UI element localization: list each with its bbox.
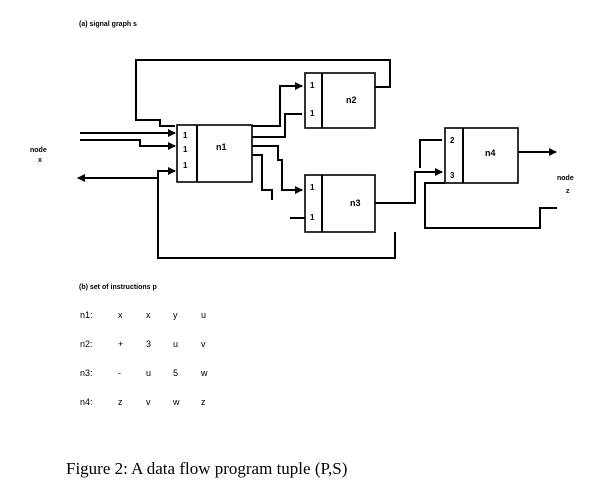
instruction-row-label: n2: xyxy=(80,339,93,349)
instruction-table: n1: x x y u n2: +3 u v n3: - u 5 w n4: z v w z xyxy=(80,310,208,407)
node-z-label-word: node xyxy=(557,175,574,182)
instruction-field: y xyxy=(173,310,178,320)
edge-n3-to-n4-port2 xyxy=(419,139,442,168)
n4-label: n4 xyxy=(485,148,496,158)
node-n1: 1 1 1 n1 xyxy=(176,124,253,183)
edge-x-to-n1-port2 xyxy=(80,139,176,150)
instruction-field: 5 xyxy=(173,368,178,378)
section-b-heading: (b) set of instructions p xyxy=(79,284,157,291)
instruction-row-label: n3: xyxy=(80,368,93,378)
n3-label: n3 xyxy=(350,198,361,208)
instruction-field: u xyxy=(173,339,178,349)
instruction-field: - xyxy=(118,368,121,378)
edge-n4-to-node-z xyxy=(424,182,557,229)
n1-label: n1 xyxy=(216,142,227,152)
edge-n1-to-n2-port1 xyxy=(252,82,303,127)
node-z-label-name: z xyxy=(566,188,570,195)
n3-port-1: 1 xyxy=(310,183,315,192)
instruction-field: x xyxy=(146,310,151,320)
node-n2: 1 1 n2 xyxy=(304,72,376,129)
instruction-field: u xyxy=(146,368,151,378)
instruction-field: w xyxy=(200,368,208,378)
instruction-field: z xyxy=(201,397,206,407)
n1-port-1: 1 xyxy=(183,131,188,140)
section-a-heading: (a) signal graph s xyxy=(79,21,137,28)
instruction-row-label: n1: xyxy=(80,310,93,320)
n1-port-3: 1 xyxy=(183,161,188,170)
edge-n1-down-branch xyxy=(252,154,273,200)
instruction-field: x xyxy=(118,310,123,320)
edge-n1-to-n3-port1 xyxy=(252,145,303,194)
n2-port-1: 1 xyxy=(310,81,315,90)
edge-n1-to-n2-port2 xyxy=(252,113,302,138)
node-n4: 2 3 n4 xyxy=(444,127,519,184)
n3-port-2: 1 xyxy=(310,213,315,222)
n1-port-2: 1 xyxy=(183,145,188,154)
instruction-field: z xyxy=(118,397,123,407)
edge-bottom-feedback-loop xyxy=(157,167,396,259)
instruction-row-label: n4: xyxy=(80,397,93,407)
n4-port-1: 2 xyxy=(450,136,455,145)
edge-n1-to-left-output xyxy=(77,171,159,182)
n2-port-2: 1 xyxy=(310,109,315,118)
instruction-field: 3 xyxy=(146,339,151,349)
instruction-field: v xyxy=(146,397,151,407)
instruction-field: u xyxy=(201,310,206,320)
node-x-label-name: x xyxy=(38,157,42,164)
node-n3: 1 1 n3 xyxy=(304,174,376,233)
n2-label: n2 xyxy=(346,95,357,105)
figure-caption: Figure 2: A data flow program tuple (P,S… xyxy=(66,459,347,478)
instruction-field: + xyxy=(118,339,123,349)
edge-n3-to-n4-port3 xyxy=(375,168,443,204)
n4-port-2: 3 xyxy=(450,171,455,180)
instruction-field: w xyxy=(172,397,180,407)
node-x-label-word: node xyxy=(30,147,47,154)
edge-top-feedback-loop xyxy=(135,59,391,127)
instruction-field: v xyxy=(201,339,206,349)
